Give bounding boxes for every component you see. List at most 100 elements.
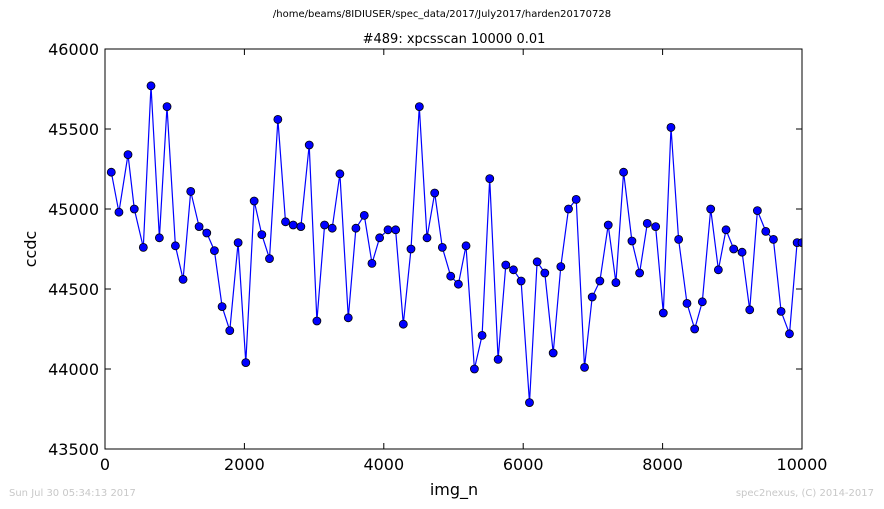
data-point [351,223,361,233]
data-point [485,174,495,184]
data-point [713,265,723,275]
data-point [470,364,479,374]
x-tick-label: 4000 [363,455,404,474]
data-point [745,305,755,315]
y-tick-label: 45500 [48,120,99,139]
x-tick-label: 10000 [777,455,828,474]
data-point [281,217,290,227]
data-point [642,218,652,228]
data-point [564,204,573,214]
data-point [273,115,283,124]
data-point [674,234,684,244]
data-point [611,278,621,288]
y-tick-label: 46000 [48,40,99,59]
data-point [414,102,424,111]
data-point [225,326,235,336]
data-point [288,220,298,230]
data-point [729,244,739,254]
data-point [697,297,707,307]
data-point [138,242,148,252]
data-point [296,222,306,232]
data-point [383,225,393,235]
data-point [335,169,345,179]
data-point [666,123,676,132]
data-point [146,81,156,91]
x-tick-label: 8000 [642,455,683,474]
data-point [106,167,116,177]
x-tick-label: 2000 [224,455,265,474]
data-point [627,236,637,246]
data-point [265,254,274,264]
footer-timestamp: Sun Jul 30 05:34:13 2017 [9,488,136,499]
data-point [320,220,329,230]
data-point [651,222,661,232]
data-point [367,258,377,268]
data-point [477,330,487,340]
data-point [635,268,644,278]
data-point [241,358,251,368]
data-point [571,194,581,204]
data-point [776,306,786,316]
data-point [249,196,259,206]
data-point [257,230,267,240]
data-point [532,257,542,267]
data-point [422,233,432,243]
data-point [548,348,558,358]
plot-area-frame [104,48,803,450]
y-tick-label: 45000 [48,200,99,219]
data-point [752,206,762,216]
data-point [769,234,778,244]
data-point [343,313,353,323]
series-group [106,81,802,408]
data-point [682,298,692,308]
data-point [501,260,511,270]
data-point [123,150,133,160]
x-axis-label: img_n [430,480,478,500]
data-point [658,308,668,318]
data-point [375,233,385,243]
data-point [525,398,534,408]
data-point [587,292,597,302]
chart-title: #489: xpcsscan 10000 0.01 [363,32,546,47]
series-layer [106,81,802,408]
data-point [453,279,463,289]
data-point [186,186,196,196]
data-point [391,225,401,235]
data-point [797,238,802,247]
y-tick-label: 43500 [48,440,99,459]
footer-copyright: spec2nexus, (C) 2014-2017 [735,488,874,499]
data-point [210,246,219,256]
data-point [194,222,204,232]
data-point [556,262,566,272]
data-point [327,223,337,233]
data-point [202,228,212,238]
y-tick-label: 44000 [48,360,99,379]
data-point [446,271,456,281]
data-point [516,276,526,286]
series-line [110,85,802,403]
data-point [437,242,447,252]
data-point [359,210,369,220]
data-point [603,220,613,230]
data-point [595,276,605,286]
data-point [217,302,227,312]
data-point [509,265,518,275]
data-point [406,244,416,254]
y-tick-label: 44500 [48,280,99,299]
data-point [580,362,589,372]
axis-ticks: 0 2000 4000 6000 8000 10000 43500 44000 44500 450… [48,40,827,474]
data-point [619,167,628,177]
data-point [540,268,550,278]
data-point [233,238,243,248]
data-point [706,204,716,214]
data-point [430,188,440,198]
data-point [493,354,503,364]
x-tick-label: 6000 [503,455,544,474]
data-point [162,102,172,111]
data-point [170,241,180,251]
data-point [129,204,139,214]
data-point [785,329,794,339]
data-point [114,207,124,217]
data-point [178,274,188,284]
